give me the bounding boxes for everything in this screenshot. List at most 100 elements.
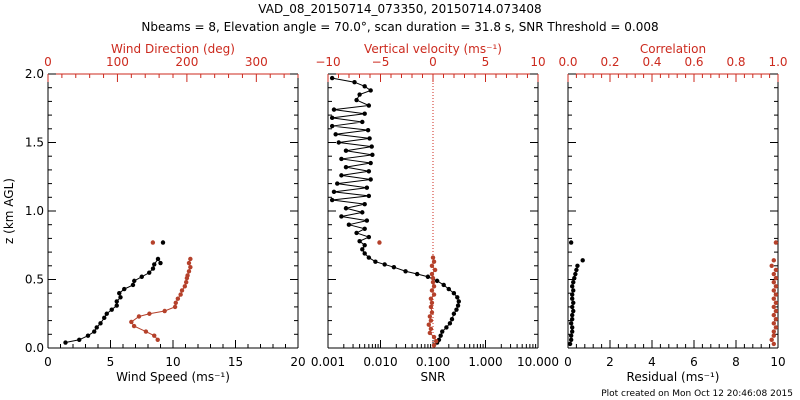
data-point-black [339, 173, 344, 178]
data-point-red [769, 263, 774, 268]
data-point-black [362, 226, 367, 232]
y-tick-label: 1.0 [25, 204, 44, 218]
data-point-black [102, 315, 107, 321]
data-point-black [570, 304, 575, 310]
data-point-black [391, 264, 397, 270]
data-point-black [444, 325, 449, 330]
data-point-red [771, 280, 776, 285]
top-axis-label: Correlation [640, 42, 706, 56]
data-point-red [431, 343, 437, 348]
data-point-black [85, 333, 91, 338]
x-tick-label: 8 [732, 355, 740, 369]
data-point-black [362, 84, 367, 89]
data-point-black [366, 255, 372, 260]
data-point-black [368, 160, 373, 166]
y-axis-label: z (km AGL) [2, 178, 16, 244]
data-point-black [571, 288, 576, 293]
series-line-black [65, 258, 161, 344]
data-point-black [352, 80, 357, 85]
data-point-red [182, 284, 188, 289]
chart-panel-snr: 0.001 0.010 0.100 1.000 10.000 SNR −10 −5 0 5 10 Ve… [311, 42, 559, 384]
data-point-black [567, 341, 573, 347]
data-point-red [773, 267, 779, 273]
data-point-red [432, 267, 438, 273]
data-point-black [98, 321, 103, 326]
data-point-red [773, 275, 779, 281]
x-tick-label: 6 [690, 355, 698, 369]
data-point-black [329, 123, 335, 129]
x-tick-label: 5 [107, 355, 115, 369]
data-point-black [568, 333, 574, 338]
data-point-black [368, 177, 373, 182]
top-axis-label: Vertical velocity (ms⁻¹) [364, 42, 502, 56]
top-tick-label: 100 [106, 55, 129, 69]
data-point-red [773, 284, 779, 289]
x-axis-label: SNR [421, 370, 446, 384]
data-point-black [571, 308, 576, 314]
data-point-black [441, 282, 446, 288]
x-tick-label: 0.100 [416, 355, 450, 369]
data-point-black [362, 111, 367, 116]
data-point-red [431, 284, 437, 289]
data-point-black [570, 296, 575, 301]
data-point-black [360, 210, 365, 215]
data-point-black [446, 286, 452, 292]
top-tick-label: 0.6 [684, 55, 703, 69]
series-line-black [332, 77, 460, 343]
data-point-black [329, 75, 335, 81]
data-point-black [434, 278, 440, 284]
data-point-red [771, 333, 776, 338]
data-point-black [440, 329, 445, 334]
data-point-black [63, 340, 68, 345]
data-point-red [131, 323, 137, 329]
data-point-black [158, 260, 163, 266]
data-point-red [129, 319, 134, 325]
data-point-black [455, 303, 461, 308]
data-point-black [570, 325, 575, 330]
data-point-black [570, 329, 575, 334]
data-point-red [179, 288, 185, 293]
data-point-black [366, 234, 372, 240]
data-point-red [771, 288, 776, 293]
data-point-black [132, 278, 137, 284]
x-axis-label: Wind Speed (ms⁻¹) [116, 370, 230, 384]
data-point-black [366, 169, 372, 174]
data-point-red [186, 260, 192, 266]
data-point-red [147, 311, 152, 316]
data-point-black [331, 189, 337, 195]
data-point-red [429, 271, 435, 277]
data-point-black [580, 258, 585, 263]
data-point-black [354, 97, 359, 103]
x-tick-label: 0.001 [311, 355, 345, 369]
data-point-red [143, 329, 149, 334]
data-point-black [373, 259, 378, 264]
data-point-red [771, 258, 776, 263]
data-point-black [329, 115, 335, 121]
data-point-black [155, 256, 161, 262]
data-point-black [414, 271, 420, 277]
top-tick-label: 0.8 [726, 55, 745, 69]
data-point-black [451, 291, 457, 296]
data-point-red [183, 280, 189, 285]
x-tick-label: 10.000 [517, 355, 559, 369]
data-point-black [369, 144, 374, 149]
top-tick-label: −5 [372, 55, 390, 69]
data-point-black [449, 317, 455, 322]
x-tick-label: 0 [44, 355, 52, 369]
data-point-black [329, 197, 335, 203]
data-point-black [456, 299, 461, 304]
data-point-black [568, 337, 574, 342]
data-point-black [568, 240, 574, 245]
data-point-red [773, 317, 779, 322]
data-point-red [175, 296, 181, 301]
data-point-red [178, 292, 183, 297]
data-point-black [357, 238, 362, 244]
data-point-black [575, 263, 580, 268]
x-tick-label: 1.000 [468, 355, 502, 369]
data-point-red [426, 322, 431, 327]
data-point-black [346, 222, 352, 227]
data-point-red [429, 288, 435, 293]
data-point-red [431, 334, 437, 340]
data-point-black [447, 321, 453, 326]
x-tick-label: 4 [648, 355, 656, 369]
